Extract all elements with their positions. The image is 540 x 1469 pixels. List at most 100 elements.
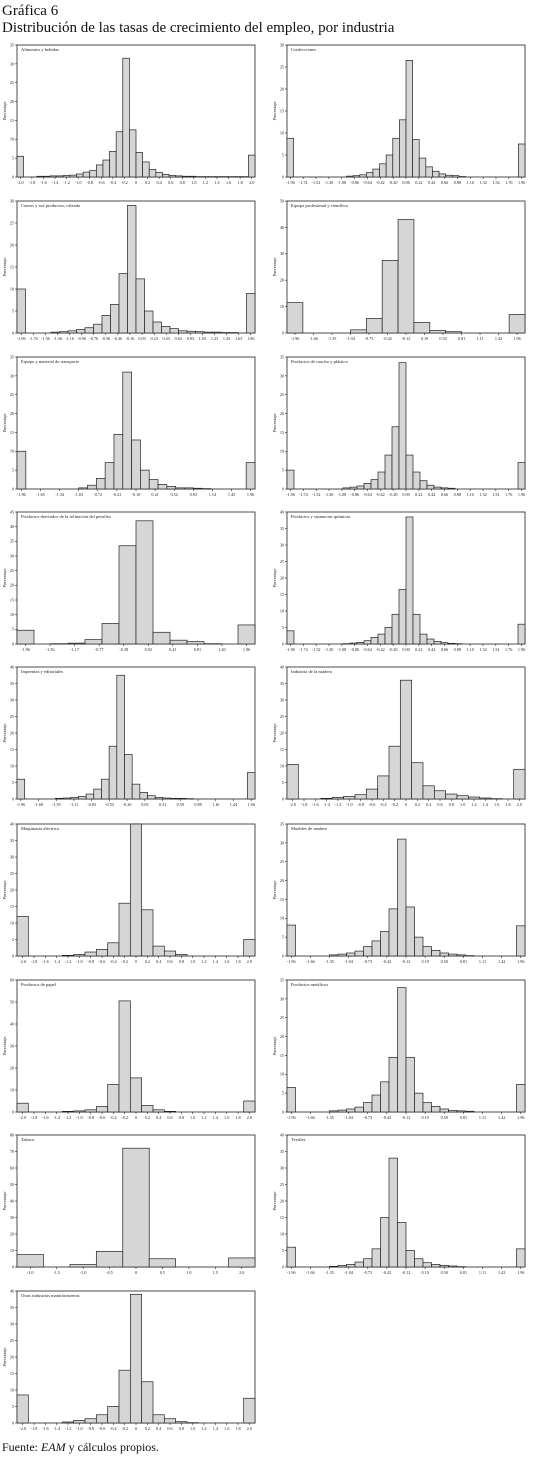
histogram-bar	[426, 638, 435, 645]
y-tick-label: 10	[10, 920, 14, 925]
histogram-bar	[286, 763, 299, 800]
x-tick-label: 0.22	[415, 180, 422, 185]
histogram-bar	[163, 950, 177, 957]
histogram-bar	[16, 450, 27, 490]
y-tick-label: 40	[10, 821, 14, 826]
y-tick-label: 20	[280, 730, 284, 735]
histogram-bar	[195, 331, 205, 334]
histogram-bar	[440, 487, 449, 490]
y-tick-label: 0	[282, 486, 284, 491]
x-tick-label: -1.96	[287, 1270, 296, 1275]
histogram-bar	[467, 796, 481, 800]
x-tick-label: 0.66	[441, 180, 448, 185]
x-tick-label: -0.8	[87, 959, 94, 964]
histogram-bar	[169, 328, 179, 334]
y-tick-label: 15	[280, 108, 284, 113]
y-tick-label: 10	[280, 916, 284, 921]
y-tick-label: 35	[280, 526, 284, 531]
x-tick-label: -1.96	[287, 959, 296, 964]
x-tick-label: 1.44	[230, 802, 238, 807]
histogram-bar	[166, 486, 177, 490]
y-axis-label: Porcentaje	[2, 881, 7, 900]
y-tick-label: 25	[280, 859, 284, 864]
x-tick-label: -1.0	[75, 180, 82, 185]
histogram-panel-17: Otras industrias manufactureras Porcentaj…	[2, 1288, 256, 1431]
x-tick-label: 0.21	[151, 492, 158, 497]
x-tick-label: 1.32	[479, 647, 486, 652]
x-tick-label: 0.4	[157, 180, 163, 185]
histogram-bar	[175, 953, 188, 957]
histogram-bar	[456, 954, 466, 957]
y-tick-label: 10	[10, 612, 14, 617]
x-tick-label: -1.0	[80, 1270, 87, 1275]
histogram-bar	[354, 1106, 364, 1113]
y-axis-label: Porcentaje	[2, 414, 7, 433]
histogram-bar	[243, 1100, 256, 1113]
y-tick-label: 0	[12, 330, 14, 335]
histogram-bar	[412, 613, 421, 645]
histogram-bar	[142, 161, 150, 178]
y-axis-label: Porcentaje	[272, 414, 277, 433]
histogram-bar	[107, 1084, 120, 1113]
x-tick-label: 1.54	[492, 647, 500, 652]
histogram-bar	[186, 641, 205, 645]
y-tick-label: 0	[12, 796, 14, 801]
histogram-bar	[422, 1102, 432, 1113]
y-tick-label: 25	[280, 392, 284, 397]
x-tick-label: 0.19	[421, 336, 428, 341]
histogram-bar	[429, 330, 447, 334]
y-tick-label: 10	[10, 1248, 14, 1253]
histogram-bar	[246, 772, 256, 800]
x-tick-label: 1.6	[224, 1115, 229, 1120]
x-tick-label: -0.42	[383, 336, 392, 341]
x-tick-label: 1.4	[213, 959, 219, 964]
histogram-bar	[377, 633, 386, 645]
histogram-bar	[363, 640, 372, 645]
x-tick-label: 0.19	[421, 1115, 428, 1120]
histogram-panel-16: Textiles Porcentaje 0 5 10 15 20 25 30 35 40 -1.96 -…	[272, 1132, 526, 1275]
x-tick-label: -1.35	[325, 1115, 334, 1120]
histogram-bar	[356, 641, 365, 645]
histogram-bar	[431, 1264, 441, 1268]
histogram-bar	[346, 952, 356, 957]
histogram-bar	[89, 170, 97, 178]
panel-title: Industria de la madera	[291, 669, 332, 674]
x-tick-label: -0.2	[121, 1115, 128, 1120]
histogram-bar	[439, 1264, 449, 1268]
y-tick-label: 20	[10, 730, 14, 735]
y-tick-label: 0	[282, 1109, 284, 1114]
histogram-bar	[381, 260, 399, 334]
x-tick-label: -1.39	[52, 802, 61, 807]
histogram-bar	[93, 788, 102, 800]
histogram-bar	[181, 175, 190, 178]
histogram-bar	[61, 1421, 75, 1424]
x-tick-label: -0.4	[380, 802, 388, 807]
x-tick-label: -0.73	[363, 1115, 372, 1120]
x-tick-label: 1.76	[505, 492, 512, 497]
y-tick-label: 50	[10, 1182, 14, 1187]
y-axis-label: Porcentaje	[2, 569, 7, 588]
x-tick-label: 0.44	[428, 647, 436, 652]
y-tick-label: 60	[10, 1165, 14, 1170]
y-axis-label: Porcentaje	[2, 1348, 7, 1367]
x-tick-label: -1.8	[31, 1426, 38, 1431]
histogram-bar	[391, 613, 400, 645]
histogram-bar	[329, 1110, 339, 1113]
x-tick-label: 0.52	[171, 492, 178, 497]
y-tick-label: 20	[280, 575, 284, 580]
x-tick-label: -1.96	[16, 802, 25, 807]
x-tick-label: 1.4	[213, 1115, 219, 1120]
histogram-bar	[331, 796, 345, 800]
histogram-bar	[95, 478, 106, 490]
x-tick-label: 0.8	[179, 1426, 184, 1431]
y-tick-label: 50	[280, 198, 284, 203]
y-tick-label: 30	[280, 996, 284, 1001]
y-tick-label: 30	[280, 42, 284, 47]
x-tick-label: 1.32	[479, 180, 486, 185]
y-tick-label: 35	[10, 1305, 14, 1310]
panel-title: Tabaco	[21, 1137, 35, 1142]
x-tick-label: 1.23	[211, 336, 218, 341]
x-tick-label: 1.03	[199, 336, 206, 341]
x-tick-label: 1.96	[518, 180, 525, 185]
x-tick-label: 1.76	[505, 647, 512, 652]
